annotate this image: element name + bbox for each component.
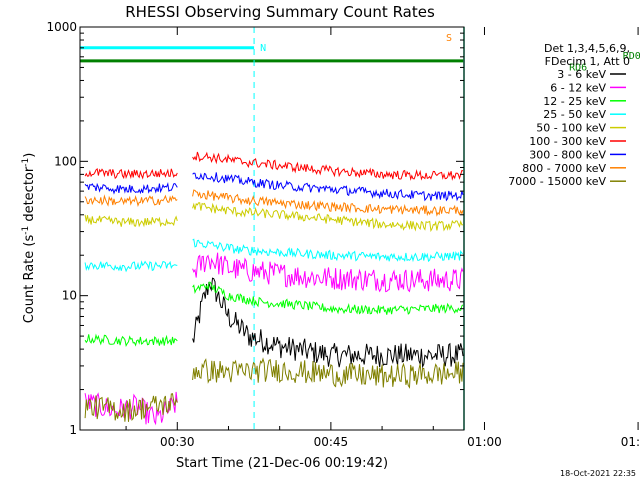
legend-label-1: 6 - 12 keV (550, 81, 606, 94)
series-segment (84, 167, 178, 180)
footer-timestamp: 18-Oct-2021 22:35 (560, 469, 636, 478)
x-tick-label-1: 00:45 (314, 435, 349, 449)
flag-label-s: S (446, 33, 452, 44)
series-segment (192, 172, 464, 202)
series-segment (192, 277, 464, 369)
legend-header-0: Det 1,3,4,5,6,9, (544, 42, 630, 55)
legend-header-1: FDecim 1, Att 0 (545, 55, 630, 68)
legend-label-7: 800 - 7000 keV (522, 162, 606, 175)
series-segment (192, 357, 464, 389)
series-segment (84, 214, 178, 228)
x-axis-label: Start Time (21-Dec-06 00:19:42) (176, 456, 388, 471)
series-800-7000kev (84, 189, 464, 217)
series-lines (84, 151, 464, 426)
series-segment (192, 189, 464, 217)
series-100-300kev (84, 151, 464, 181)
legend: Det 1,3,4,5,6,9,FDecim 1, Att 03 - 6 keV… (508, 42, 630, 188)
y-tick-label-0: 1 (69, 423, 77, 437)
series-3-6kev (192, 277, 464, 369)
series-segment (192, 151, 464, 181)
series-segment (84, 182, 178, 195)
series-segment (84, 194, 178, 208)
series-25-50kev (84, 238, 464, 273)
y-tick-label-2: 100 (54, 154, 77, 168)
legend-label-5: 100 - 300 keV (529, 135, 606, 148)
series-12-25kev (84, 281, 464, 348)
x-tick-label-0: 00:30 (160, 435, 195, 449)
chart-title: RHESSI Observing Summary Count Rates (125, 3, 435, 21)
legend-label-6: 300 - 800 keV (529, 148, 606, 161)
series-segment (192, 281, 464, 315)
flag-bars: N S RD0 RD6 (80, 33, 640, 73)
series-segment (84, 260, 178, 273)
y-tick-label-3: 1000 (46, 20, 77, 34)
legend-label-8: 7000 - 15000 keV (508, 175, 606, 188)
x-tick-label-3: 01:15 (621, 435, 640, 449)
series-7000-15000kev (84, 357, 464, 422)
flag-label-n: N (260, 43, 266, 54)
legend-label-4: 50 - 100 keV (536, 122, 606, 135)
series-segment (192, 202, 464, 233)
y-tick-label-1: 10 (62, 289, 77, 303)
series-segment (84, 333, 178, 348)
legend-label-2: 12 - 25 keV (543, 95, 606, 108)
legend-label-0: 3 - 6 keV (557, 68, 606, 81)
plot-frame (79, 26, 465, 431)
flag-label-rd0: RD0 (623, 51, 640, 62)
flag-label-rd6: RD6 (569, 62, 587, 73)
y-axis-label: Count Rate (s-1 detector-1) (21, 153, 37, 324)
series-50-100kev (84, 202, 464, 233)
series-segment (192, 252, 464, 293)
series-300-800kev (84, 172, 464, 202)
x-tick-label-2: 01:00 (467, 435, 502, 449)
series-segment (84, 393, 178, 422)
legend-label-3: 25 - 50 keV (543, 108, 606, 121)
svg-text:Count Rate (s-1 detector-1): Count Rate (s-1 detector-1) (21, 153, 37, 324)
series-segment (84, 391, 178, 426)
series-6-12kev (84, 252, 464, 426)
series-segment (192, 238, 464, 263)
